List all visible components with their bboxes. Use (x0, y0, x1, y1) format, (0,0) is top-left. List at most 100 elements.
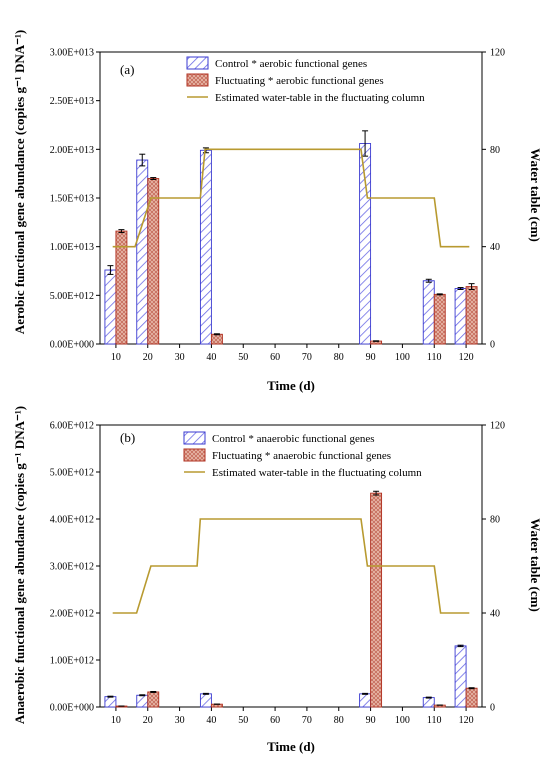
bar-fluctuating-day-10 (115, 230, 128, 345)
legend-label-fluct-aerobic: Fluctuating * aerobic functional genes (215, 75, 384, 87)
bar-fluctuating-day-40 (210, 333, 223, 345)
x-tick-label: 70 (302, 352, 312, 363)
bar-control-day-10 (104, 269, 117, 345)
x-tick-label: 10 (111, 352, 121, 363)
legend-swatch-fluct-aerobic (186, 73, 209, 87)
panel-a-x-axis-label: Time (d) (267, 378, 315, 393)
y-tick-label: 3.00E+013 (50, 48, 94, 59)
x-tick-label: 100 (395, 352, 410, 363)
x-tick-label: 60 (270, 715, 280, 726)
y-tick-label: 1.00E+012 (50, 656, 94, 667)
bar-control-day-20 (136, 694, 149, 708)
bar-fluctuating-day-120 (465, 286, 478, 345)
y-tick-label: 0.00E+000 (50, 340, 94, 351)
x-tick-label: 110 (427, 715, 442, 726)
bar-control-day-40 (199, 693, 212, 708)
bar-control-day-90 (359, 143, 372, 345)
bar-fluctuating-day-90 (370, 492, 383, 708)
legend-swatch-control-aerobic (186, 56, 209, 70)
panel-b-y-tick-labels: 0.00E+000 1.00E+012 2.00E+012 3.00E+012 4.00… (50, 421, 94, 714)
x-tick-label: 20 (143, 352, 153, 363)
x-tick-label: 50 (238, 715, 248, 726)
x-tick-label: 40 (206, 715, 216, 726)
panel-a-water-table (112, 148, 470, 248)
bar-fluctuating-day-20 (147, 691, 160, 708)
panel-a-plot-frame (96, 51, 486, 348)
legend-label-water-table: Estimated water-table in the fluctuating… (215, 92, 425, 104)
legend-label-water-table-b: Estimated water-table in the fluctuating… (212, 467, 422, 479)
y-tick-label: 6.00E+012 (50, 421, 94, 432)
panel-b-x-axis-label: Time (d) (267, 739, 315, 754)
y-tick-label: 1.50E+013 (50, 194, 94, 205)
y2-tick-label: 80 (490, 145, 500, 156)
panel-b-y2-axis-label: Water table (cm) (528, 518, 543, 612)
x-tick-label: 90 (366, 352, 376, 363)
legend-label-control-aerobic: Control * aerobic functional genes (215, 58, 367, 70)
y-tick-label: 1.00E+013 (50, 242, 94, 253)
water-table-line (112, 148, 470, 248)
x-tick-label: 10 (111, 715, 121, 726)
y2-tick-label: 120 (490, 48, 505, 59)
panel-a-y-axis-label: Aerobic functional gene abundance (copie… (12, 30, 27, 334)
panel-b-legend: Control * anaerobic functional genes Flu… (183, 431, 422, 479)
y-tick-label: 5.00E+012 (50, 468, 94, 479)
panel-b-y2-tick-labels: 0 40 80 120 (490, 421, 505, 714)
panel-b-y-axis-label: Anaerobic functional gene abundance (cop… (12, 406, 27, 724)
panel-b-plot-frame (96, 424, 486, 711)
panel-a-y2-tick-labels: 0 40 80 120 (490, 48, 505, 351)
legend-label-control-anaerobic: Control * anaerobic functional genes (212, 433, 375, 445)
panel-b-chart: 0.00E+000 1.00E+012 2.00E+012 3.00E+012 4.00… (12, 406, 543, 754)
bar-control-day-20 (136, 159, 149, 345)
y-tick-label: 2.00E+012 (50, 609, 94, 620)
y2-tick-label: 80 (490, 515, 500, 526)
bar-control-day-10 (104, 696, 117, 708)
x-tick-label: 90 (366, 715, 376, 726)
legend-label-fluct-anaerobic: Fluctuating * anaerobic functional genes (212, 450, 391, 462)
y2-tick-label: 0 (490, 703, 495, 714)
legend-swatch-control-anaerobic (183, 431, 206, 445)
x-tick-label: 50 (238, 352, 248, 363)
bar-control-day-90 (359, 693, 372, 708)
bar-control-day-110 (422, 280, 435, 345)
y-tick-label: 2.50E+013 (50, 96, 94, 107)
x-tick-label: 30 (175, 352, 185, 363)
panel-b-bars (104, 490, 478, 708)
y2-tick-label: 40 (490, 242, 500, 253)
panel-a-y-tick-labels: 0.00E+000 5.00E+012 1.00E+013 1.50E+013 2.00… (50, 48, 94, 351)
y2-tick-label: 120 (490, 421, 505, 432)
x-tick-label: 40 (206, 352, 216, 363)
x-tick-label: 120 (459, 352, 474, 363)
panel-b-label: (b) (120, 430, 135, 445)
panel-a-y2-axis-label: Water table (cm) (528, 148, 543, 242)
panel-a-label: (a) (120, 62, 134, 77)
panel-a-x-tick-labels: 10 20 30 40 50 60 70 80 90 100 110 120 (111, 352, 474, 363)
y-tick-label: 4.00E+012 (50, 515, 94, 526)
x-tick-label: 60 (270, 352, 280, 363)
bar-fluctuating-day-120 (465, 687, 478, 708)
x-tick-label: 100 (395, 715, 410, 726)
panel-a-legend: Control * aerobic functional genes Fluct… (186, 56, 425, 104)
panel-b-water-table (112, 518, 470, 614)
x-tick-label: 120 (459, 715, 474, 726)
x-tick-label: 80 (334, 715, 344, 726)
y2-tick-label: 0 (490, 340, 495, 351)
y2-tick-label: 40 (490, 609, 500, 620)
legend-swatch-fluct-anaerobic (183, 448, 206, 462)
panel-a-chart: 0.00E+000 5.00E+012 1.00E+013 1.50E+013 2.00… (12, 30, 543, 393)
y-tick-label: 3.00E+012 (50, 562, 94, 573)
panel-a-bars (104, 130, 478, 345)
x-tick-label: 110 (427, 352, 442, 363)
bar-fluctuating-day-110 (433, 293, 446, 345)
water-table-line (112, 518, 470, 614)
bar-control-day-120 (454, 645, 467, 708)
x-tick-label: 70 (302, 715, 312, 726)
x-tick-label: 80 (334, 352, 344, 363)
bar-control-day-110 (422, 697, 435, 708)
y-tick-label: 0.00E+000 (50, 703, 94, 714)
y-tick-label: 2.00E+013 (50, 145, 94, 156)
bar-control-day-120 (454, 288, 467, 345)
x-tick-label: 30 (175, 715, 185, 726)
y-tick-label: 5.00E+012 (50, 291, 94, 302)
panel-b-x-tick-labels: 10 20 30 40 50 60 70 80 90 100 110 120 (111, 715, 474, 726)
